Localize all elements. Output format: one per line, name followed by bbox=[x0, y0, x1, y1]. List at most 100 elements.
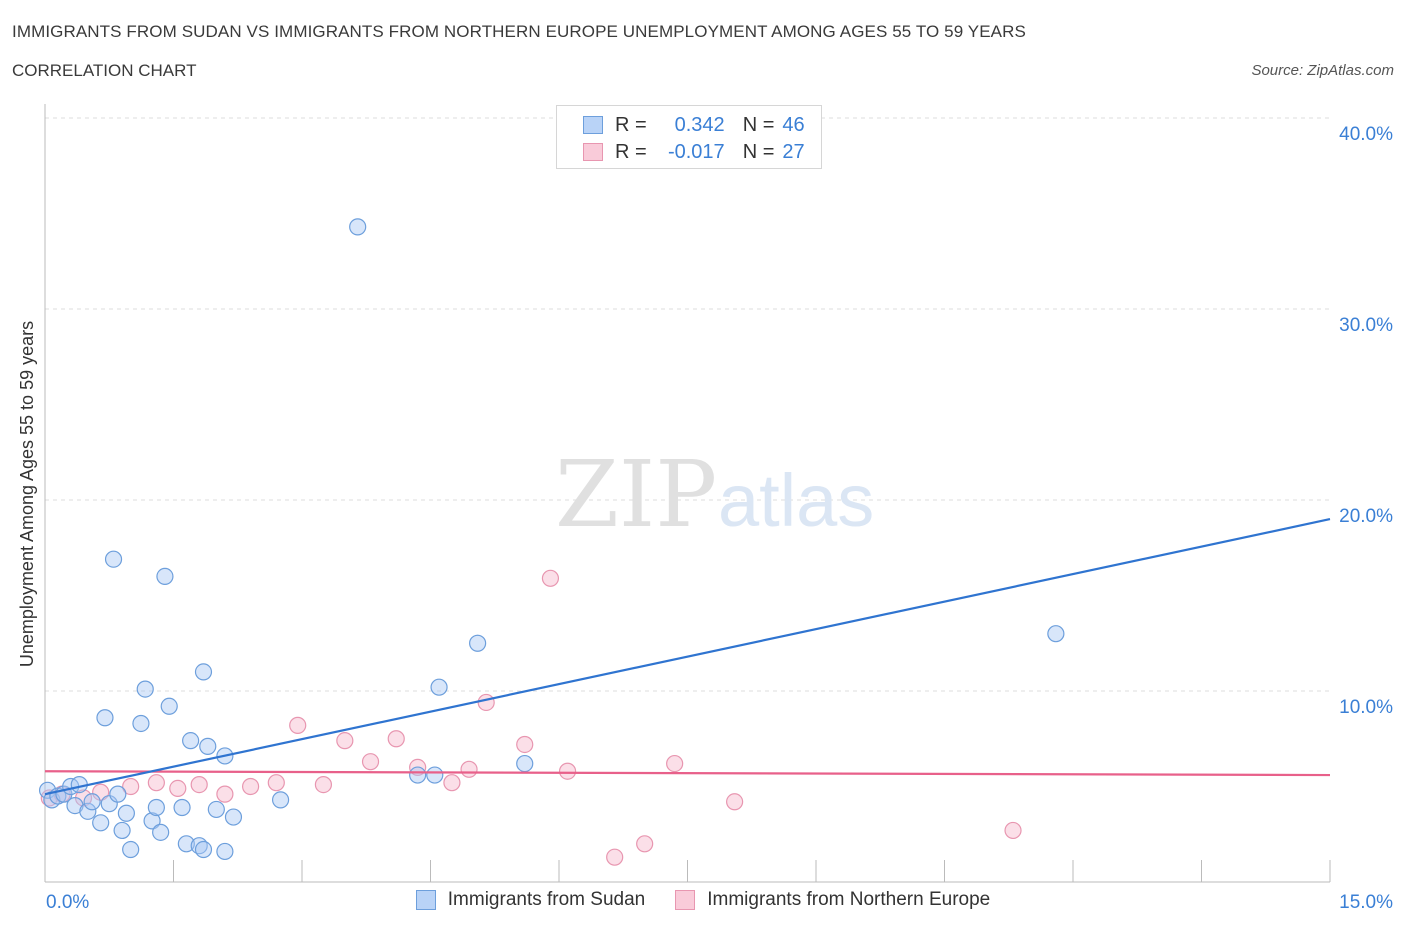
legend-swatch-northern-europe bbox=[675, 890, 696, 910]
data-point-northern-europe bbox=[477, 693, 495, 712]
data-point-northern-europe bbox=[443, 774, 461, 792]
y-tick-label: 40.0% bbox=[1339, 124, 1393, 145]
correlation-legend: R = 0.342 N = 46 R = -0.017 N = 27 bbox=[556, 105, 822, 169]
data-point-sudan bbox=[100, 795, 118, 813]
data-point-sudan bbox=[117, 804, 135, 822]
legend-r-label: R = bbox=[615, 140, 647, 163]
data-point-sudan bbox=[147, 798, 165, 817]
data-point-northern-europe bbox=[541, 569, 560, 587]
data-point-sudan bbox=[426, 766, 444, 784]
data-point-northern-europe bbox=[606, 848, 624, 866]
legend-n-value: 46 bbox=[782, 113, 805, 136]
trend-line-northern-europe bbox=[44, 770, 1331, 777]
legend-r-value: -0.017 bbox=[667, 140, 725, 163]
data-point-northern-europe bbox=[314, 775, 333, 794]
data-point-sudan bbox=[199, 737, 217, 755]
data-point-northern-europe bbox=[190, 775, 208, 794]
chart-title: IMMIGRANTS FROM SUDAN VS IMMIGRANTS FROM… bbox=[12, 22, 1026, 41]
data-point-northern-europe bbox=[147, 774, 165, 792]
data-point-northern-europe bbox=[1004, 821, 1022, 840]
data-point-northern-europe bbox=[636, 835, 654, 853]
data-point-northern-europe bbox=[336, 732, 354, 750]
data-point-northern-europe bbox=[122, 777, 140, 796]
data-point-northern-europe bbox=[216, 785, 234, 803]
data-point-northern-europe bbox=[242, 777, 260, 796]
grid-lines bbox=[45, 117, 1330, 692]
data-point-sudan bbox=[224, 808, 243, 826]
watermark-zip: ZIP bbox=[555, 441, 717, 548]
data-point-northern-europe bbox=[92, 783, 110, 801]
data-point-sudan bbox=[83, 793, 101, 811]
data-point-northern-europe bbox=[558, 762, 577, 780]
data-point-sudan bbox=[104, 550, 123, 568]
data-point-northern-europe bbox=[289, 716, 307, 734]
data-point-sudan bbox=[132, 714, 150, 733]
data-point-northern-europe bbox=[726, 793, 744, 811]
data-point-northern-europe bbox=[267, 774, 285, 792]
legend-r-value: 0.342 bbox=[674, 113, 725, 136]
data-point-northern-europe bbox=[516, 735, 534, 754]
data-point-northern-europe bbox=[666, 754, 684, 773]
legend-item-sudan[interactable]: Immigrants from Sudan bbox=[415, 889, 646, 911]
chart-subtitle: CORRELATION CHART bbox=[12, 61, 197, 80]
y-axis-label: Unemployment Among Ages 55 to 59 years bbox=[17, 321, 37, 667]
data-point-sudan bbox=[194, 840, 213, 859]
x-tick-label: 15.0% bbox=[1339, 892, 1393, 913]
data-point-sudan bbox=[109, 785, 127, 803]
data-point-sudan bbox=[469, 634, 487, 652]
data-point-northern-europe bbox=[460, 760, 478, 778]
data-point-northern-europe bbox=[361, 753, 380, 771]
source-label: Source: ZipAtlas.com bbox=[1251, 62, 1394, 79]
data-point-sudan bbox=[156, 567, 174, 586]
data-point-sudan bbox=[409, 766, 427, 784]
data-point-northern-europe bbox=[387, 730, 405, 748]
data-point-sudan bbox=[79, 802, 97, 820]
legend-swatch-northern-europe bbox=[583, 143, 603, 161]
legend-r-label: R = bbox=[615, 113, 647, 136]
y-tick-label: 20.0% bbox=[1339, 506, 1393, 527]
data-point-sudan bbox=[182, 732, 200, 750]
legend-n-value: 27 bbox=[782, 140, 805, 163]
legend-row-sudan: R = 0.342 N = 46 bbox=[583, 113, 805, 137]
data-point-sudan bbox=[271, 791, 290, 809]
legend-n-label: N = bbox=[742, 113, 775, 136]
data-point-sudan bbox=[207, 800, 225, 819]
watermark: ZIP atlas bbox=[555, 441, 874, 548]
legend-label-sudan: Immigrants from Sudan bbox=[447, 889, 646, 910]
data-point-sudan bbox=[160, 697, 178, 715]
y-tick-label: 30.0% bbox=[1339, 315, 1393, 336]
data-point-sudan bbox=[113, 821, 131, 840]
y-tick-label: 10.0% bbox=[1339, 697, 1393, 718]
data-point-sudan bbox=[122, 840, 140, 859]
legend-swatch-sudan bbox=[583, 116, 603, 134]
legend-item-northern-europe[interactable]: Immigrants from Northern Europe bbox=[675, 889, 990, 911]
data-point-sudan bbox=[194, 663, 213, 681]
data-point-sudan bbox=[349, 218, 367, 236]
data-point-northern-europe bbox=[169, 779, 187, 798]
legend-n-label: N = bbox=[742, 140, 775, 163]
legend-label-northern-europe: Immigrants from Northern Europe bbox=[707, 889, 991, 910]
legend-swatch-sudan bbox=[415, 890, 436, 910]
data-point-sudan bbox=[96, 709, 114, 727]
data-point-sudan bbox=[216, 842, 234, 861]
data-point-sudan bbox=[516, 754, 534, 773]
legend-row-northern-europe: R = -0.017 N = 27 bbox=[583, 140, 805, 164]
trend-lines bbox=[44, 518, 1331, 796]
data-point-sudan bbox=[1047, 625, 1065, 643]
data-point-sudan bbox=[430, 678, 448, 696]
series-northern-europe-points bbox=[40, 569, 1022, 866]
data-point-sudan bbox=[92, 814, 110, 832]
data-point-sudan bbox=[38, 781, 57, 799]
watermark-atlas: atlas bbox=[718, 459, 874, 542]
data-point-sudan bbox=[152, 823, 170, 841]
x-tick-label: 0.0% bbox=[46, 892, 89, 913]
data-point-sudan bbox=[143, 812, 161, 830]
data-point-sudan bbox=[173, 798, 191, 817]
data-point-sudan bbox=[136, 680, 154, 698]
tick-labels: 10.0% 20.0% 30.0% 40.0% 0.0% 15.0% bbox=[46, 124, 1393, 913]
axes bbox=[44, 104, 1331, 883]
data-point-sudan bbox=[177, 835, 195, 853]
trend-line-sudan bbox=[44, 518, 1331, 796]
series-legend: Immigrants from Sudan Immigrants from No… bbox=[0, 889, 1406, 911]
